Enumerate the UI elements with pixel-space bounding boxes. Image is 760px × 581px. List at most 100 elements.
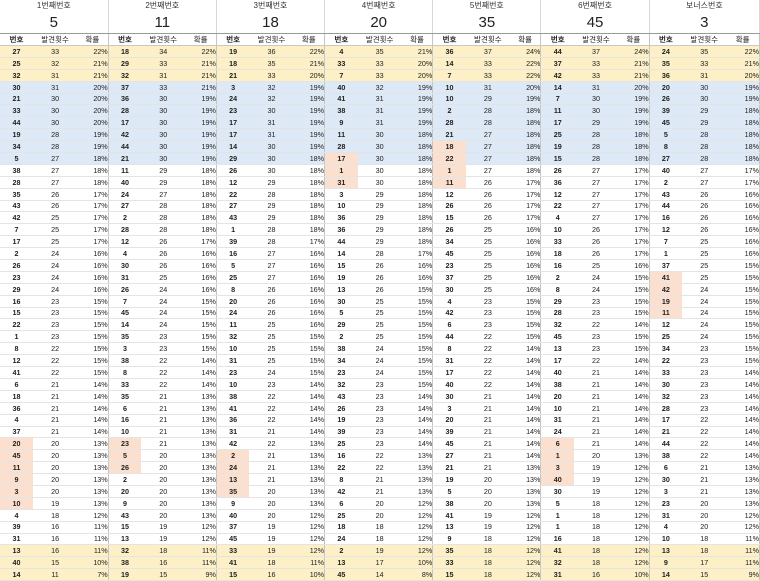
cell-count: 27 [465, 152, 510, 165]
cell-number: 30 [649, 473, 683, 486]
cell-count: 26 [249, 295, 294, 308]
cell-number: 10 [0, 497, 34, 510]
cell-number: 14 [216, 140, 250, 154]
cell-count: 21 [249, 449, 294, 463]
cell-count: 28 [141, 223, 186, 237]
cell-rate: 21% [618, 57, 650, 70]
cell-count: 30 [141, 104, 186, 118]
cell-rate: 17% [77, 211, 109, 225]
cell-count: 21 [141, 414, 186, 427]
cell-count: 18 [33, 509, 78, 522]
cell-count: 26 [141, 247, 186, 261]
cell-count: 25 [33, 211, 78, 225]
cell-number: 28 [649, 402, 683, 415]
cell-number: 2 [0, 247, 34, 261]
table-row: 5 27 18% 21 30 19% 29 30 18% 17 30 18% 22 27 18% 15 28 18… [0, 152, 760, 165]
cell-rate: 14% [509, 378, 542, 391]
cell-rate: 12% [509, 556, 542, 570]
cell-number: 26 [649, 93, 683, 106]
cell-number: 7 [432, 69, 466, 82]
cell-count: 19 [574, 473, 619, 486]
cell-rate: 18% [618, 152, 650, 165]
cell-count: 30 [574, 93, 619, 106]
cell-rate: 12% [618, 485, 650, 498]
cell-count: 31 [682, 69, 727, 82]
cell-number: 11 [324, 128, 358, 142]
cell-rate: 12% [618, 533, 650, 546]
cell-count: 21 [141, 402, 186, 415]
cell-number: 3 [649, 485, 683, 498]
cell-number: 13 [324, 283, 358, 296]
cell-number: 25 [0, 57, 34, 70]
cell-count: 21 [574, 426, 619, 439]
cell-rate: 15% [77, 318, 109, 332]
cell-number: 34 [649, 342, 683, 356]
cell-rate: 14% [509, 449, 542, 463]
cell-number: 23 [649, 497, 683, 510]
cell-rate: 17% [618, 223, 650, 237]
cell-rate: 15% [293, 330, 326, 344]
cell-count: 27 [33, 164, 78, 177]
cell-number: 42 [216, 437, 250, 451]
cell-count: 29 [357, 223, 402, 237]
table-row: 1 23 15% 35 23 15% 32 25 15% 2 25 15% 44 22 15% 45 23 15%… [0, 330, 760, 344]
header-rate: 확률 [618, 33, 650, 46]
cell-number: 27 [432, 449, 466, 463]
cell-number: 1 [324, 164, 358, 177]
cell-rate: 16% [401, 271, 434, 284]
cell-rate: 12% [293, 533, 326, 546]
cell-number: 40 [540, 473, 574, 486]
cell-count: 22 [33, 366, 78, 379]
cell-number: 33 [108, 378, 142, 391]
cell-rate: 15% [185, 318, 217, 332]
cell-rate: 20% [77, 93, 109, 106]
cell-count: 24 [357, 366, 402, 379]
cell-count: 27 [682, 176, 727, 189]
cell-number: 36 [540, 176, 574, 189]
header-rate: 확률 [293, 33, 326, 46]
cell-rate: 14% [618, 378, 650, 391]
cell-rate: 18% [401, 176, 434, 189]
cell-number: 39 [0, 521, 34, 534]
cell-number: 28 [540, 307, 574, 320]
cell-rate: 12% [726, 521, 760, 534]
cell-rate: 19% [618, 104, 650, 118]
cell-number: 35 [108, 390, 142, 403]
cell-number: 4 [0, 414, 34, 427]
cell-number: 3 [108, 342, 142, 356]
cell-number: 6 [324, 497, 358, 510]
cell-number: 43 [108, 509, 142, 522]
cell-number: 29 [540, 295, 574, 308]
cell-number: 10 [216, 378, 250, 391]
cell-rate: 15% [293, 342, 326, 356]
cell-count: 23 [682, 378, 727, 391]
cell-rate: 19% [618, 116, 650, 130]
cell-rate: 18% [509, 164, 542, 177]
cell-count: 21 [33, 378, 78, 391]
cell-count: 20 [141, 509, 186, 522]
cell-count: 23 [682, 354, 727, 368]
cell-number: 31 [540, 568, 574, 581]
cell-rate: 13% [185, 390, 217, 403]
cell-count: 22 [682, 437, 727, 451]
cell-number: 18 [432, 140, 466, 154]
cell-rate: 9% [726, 568, 760, 581]
cell-count: 25 [357, 307, 402, 320]
cell-number: 45 [432, 437, 466, 451]
table-row: 23 24 16% 31 25 16% 25 27 16% 19 26 16% 37 25 16% 2 24 15… [0, 271, 760, 284]
cell-number: 38 [108, 556, 142, 570]
cell-number: 38 [0, 164, 34, 177]
cell-rate: 18% [293, 223, 326, 237]
cell-count: 25 [682, 271, 727, 284]
table-row: 19 28 19% 42 30 19% 17 31 19% 11 30 18% 21 27 18% 25 28 1… [0, 128, 760, 142]
cell-rate: 15% [509, 318, 542, 332]
cell-number: 17 [540, 116, 574, 130]
cell-number: 41 [324, 93, 358, 106]
cell-number: 17 [432, 366, 466, 379]
cell-number: 2 [540, 271, 574, 284]
cell-rate: 12% [401, 497, 434, 510]
cell-number: 26 [108, 283, 142, 296]
cell-number: 16 [0, 295, 34, 308]
cell-number: 27 [0, 45, 34, 58]
cell-rate: 21% [185, 81, 217, 94]
